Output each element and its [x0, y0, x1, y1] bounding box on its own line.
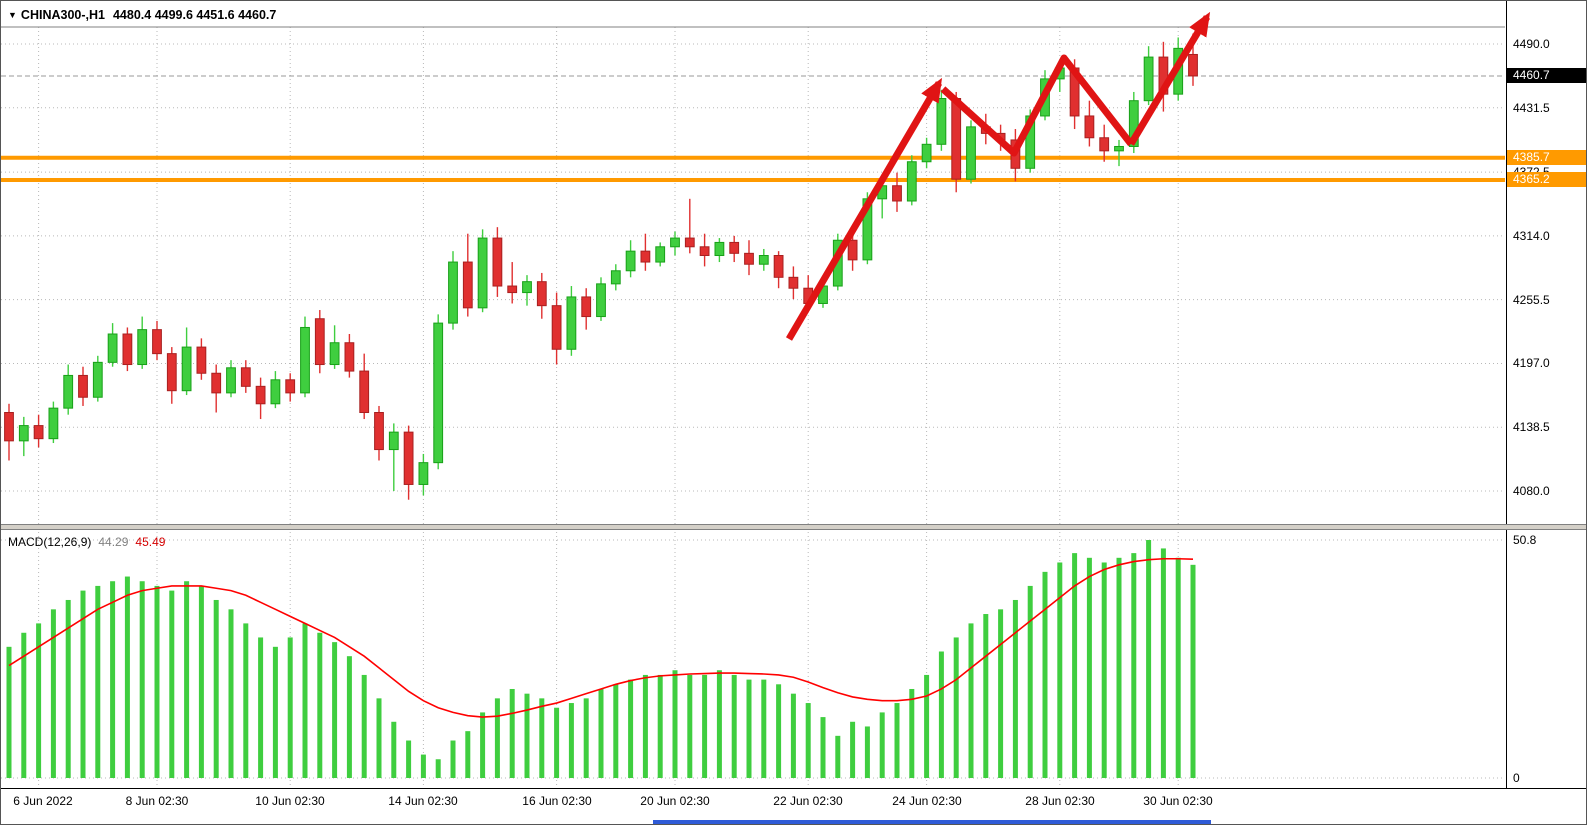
- time-axis[interactable]: 6 Jun 2022 8 Jun 02:30 10 Jun 02:30 14 Jun …: [1, 788, 1586, 815]
- symbol-dropdown-icon[interactable]: ▼: [8, 10, 17, 20]
- price-axis-label: 4255.5: [1513, 292, 1550, 307]
- macd-axis-label: 50.8: [1513, 533, 1537, 547]
- macd-signal-value: 45.49: [135, 535, 166, 549]
- time-axis-label: 14 Jun 02:30: [388, 794, 458, 808]
- time-axis-label: 6 Jun 2022: [13, 794, 73, 808]
- time-axis-label: 20 Jun 02:30: [640, 794, 710, 808]
- time-axis-label: 28 Jun 02:30: [1025, 794, 1095, 808]
- time-axis-label: 22 Jun 02:30: [773, 794, 843, 808]
- macd-label: MACD(12,26,9): [8, 535, 92, 549]
- time-axis-label: 24 Jun 02:30: [892, 794, 962, 808]
- time-axis-label: 30 Jun 02:30: [1143, 794, 1213, 808]
- price-axis-label: 4314.0: [1513, 228, 1550, 243]
- macd-value: 44.29: [98, 535, 129, 549]
- time-axis-label: 10 Jun 02:30: [255, 794, 325, 808]
- macd-chart[interactable]: [1, 530, 1506, 788]
- taskbar-sliver: [653, 820, 1211, 824]
- macd-signal-line: [8, 557, 1194, 718]
- time-axis-label: 8 Jun 02:30: [125, 794, 189, 808]
- symbol-timeframe-label: CHINA300-,H1: [20, 8, 105, 22]
- macd-title: MACD(12,26,9) 44.29 45.49: [8, 535, 165, 549]
- support-resistance-lines[interactable]: [1, 155, 1505, 183]
- current-price-tag: 4460.7: [1507, 67, 1586, 83]
- price-axis-label: 4431.5: [1513, 100, 1550, 115]
- price-axis-label: 4197.0: [1513, 356, 1550, 371]
- price-axis-label: 4080.0: [1513, 484, 1550, 498]
- price-axis-label: 4490.0: [1513, 37, 1550, 51]
- macd-grid: [1, 532, 1505, 786]
- macd-histogram: [6, 540, 1196, 778]
- macd-axis-label: 0: [1513, 771, 1520, 785]
- panel-separator[interactable]: [1, 524, 1586, 530]
- grid-lines: [1, 26, 1505, 524]
- level-price-tag: 4365.2: [1507, 172, 1586, 188]
- price-axis-label: 4138.5: [1513, 420, 1550, 435]
- ohlc-readout: 4480.4 4499.6 4451.6 4460.7: [112, 8, 277, 22]
- time-axis-label: 16 Jun 02:30: [522, 794, 592, 808]
- price-axis[interactable]: 4490.04431.54372.54314.04255.54197.04138…: [1506, 1, 1586, 788]
- chart-title: ▼ CHINA300-,H1 4480.4 4499.6 4451.6 4460.7: [8, 8, 276, 22]
- level-price-tag: 4385.7: [1507, 149, 1586, 165]
- trend-arrow-annotations[interactable]: [785, 11, 1211, 341]
- candles: [4, 33, 1198, 500]
- price-chart[interactable]: [1, 1, 1506, 524]
